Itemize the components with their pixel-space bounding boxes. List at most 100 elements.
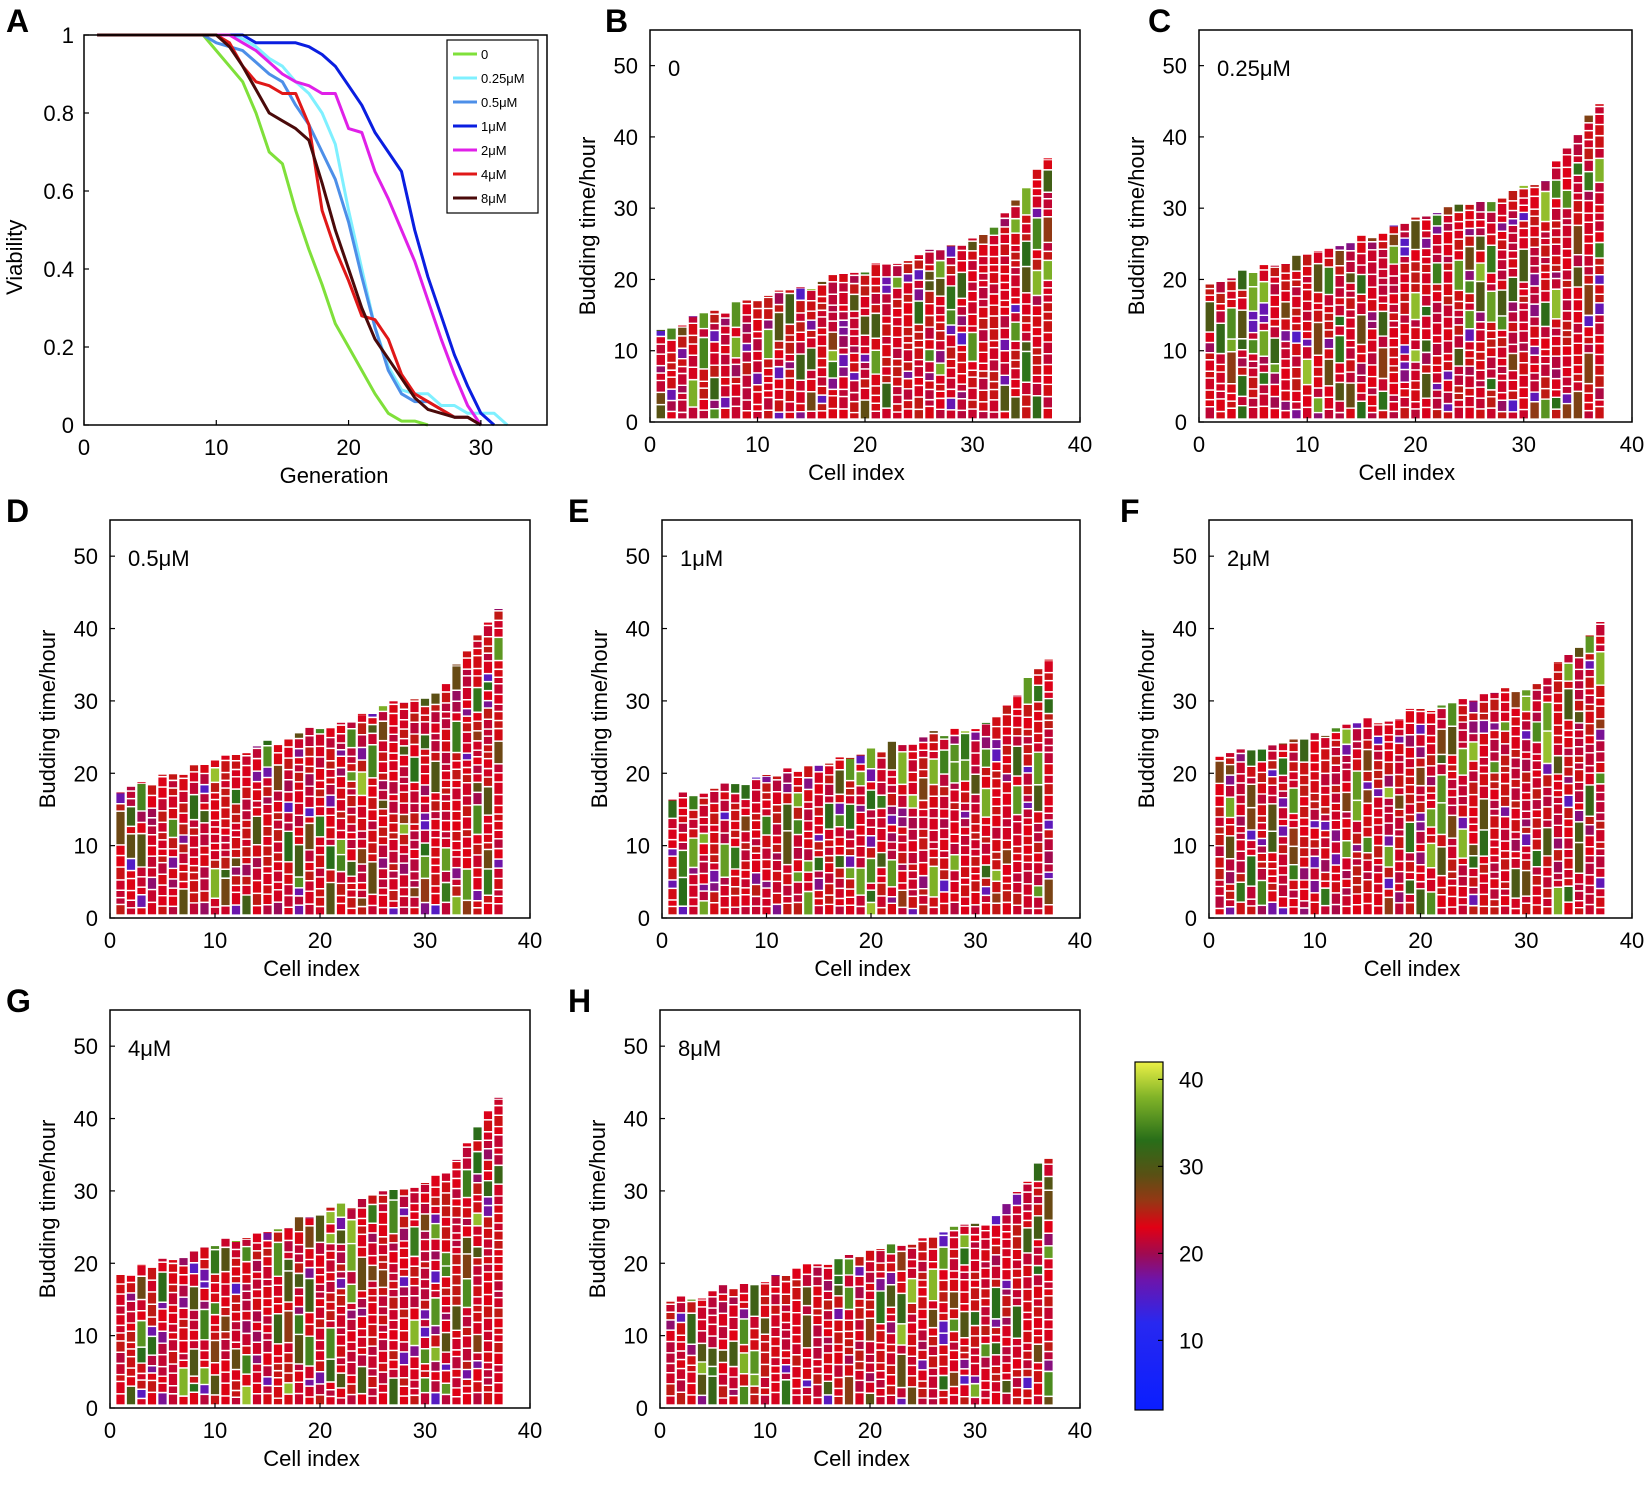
- heatmap-cell: [116, 1275, 125, 1284]
- x-tick-label: 0: [78, 435, 90, 460]
- y-axis-label: Budding time/hour: [575, 137, 600, 316]
- heatmap-cell: [1501, 871, 1510, 882]
- heatmap-cell: [1034, 752, 1043, 784]
- heatmap-cell: [1022, 267, 1031, 293]
- heatmap-cell: [1400, 302, 1409, 314]
- heatmap-cell: [1000, 376, 1009, 385]
- heatmap-cell: [1532, 851, 1541, 866]
- heatmap-cell: [420, 1393, 430, 1405]
- heatmap-cell: [1044, 1177, 1053, 1190]
- heatmap-cell: [1378, 379, 1388, 391]
- heatmap-cell: [189, 881, 199, 892]
- heatmap-cell: [1238, 350, 1247, 357]
- heatmap-cell: [221, 836, 230, 842]
- heatmap-cell: [946, 325, 956, 334]
- x-tick-label: 40: [1068, 928, 1092, 953]
- heatmap-cell: [1508, 259, 1518, 268]
- heatmap-cell: [452, 770, 461, 780]
- heatmap-cell: [846, 856, 855, 867]
- heatmap-cell: [336, 1315, 346, 1327]
- heatmap-cell: [721, 409, 730, 419]
- heatmap-cell: [1443, 341, 1453, 353]
- heatmap-cell: [399, 897, 409, 907]
- heatmap-cell: [865, 1250, 875, 1261]
- heatmap-cell: [1226, 900, 1235, 906]
- heatmap-cell: [273, 1297, 283, 1303]
- heatmap-cell: [1292, 316, 1301, 323]
- heatmap-cell: [189, 836, 199, 847]
- heatmap-cell: [1584, 244, 1593, 255]
- y-tick-label: 30: [614, 196, 638, 221]
- heatmap-cell: [992, 840, 1001, 852]
- heatmap-cell: [1552, 409, 1561, 419]
- heatmap-cell: [315, 1319, 325, 1328]
- heatmap-cell: [774, 367, 784, 379]
- heatmap-cell: [1596, 625, 1605, 636]
- heatmap-cell: [473, 878, 482, 890]
- heatmap-cell: [273, 1229, 283, 1232]
- heatmap-cell: [168, 774, 178, 780]
- heatmap-cell: [1552, 245, 1561, 255]
- heatmap-cell: [389, 701, 398, 704]
- heatmap-cell: [494, 684, 503, 694]
- heatmap-cell: [1427, 801, 1436, 808]
- heatmap-cell: [357, 819, 367, 831]
- heatmap-cell: [1395, 762, 1404, 774]
- heatmap-cell: [925, 304, 934, 315]
- heatmap-cell: [1454, 251, 1463, 260]
- heatmap-cell: [856, 772, 865, 786]
- heatmap-cell: [284, 1259, 293, 1271]
- heatmap-cell: [846, 840, 855, 848]
- heatmap-cell: [960, 1338, 969, 1345]
- heatmap-cell: [116, 1315, 125, 1325]
- heatmap-cell: [1497, 204, 1507, 215]
- heatmap-cell: [1562, 237, 1572, 248]
- heatmap-cell: [918, 1360, 927, 1370]
- heatmap-cell: [1595, 149, 1604, 158]
- heatmap-cell: [1227, 339, 1236, 351]
- heatmap-cell: [1573, 226, 1583, 254]
- heatmap-cell: [410, 1369, 419, 1380]
- heatmap-cell: [1310, 893, 1319, 902]
- heatmap-cell: [667, 377, 676, 389]
- heatmap-cell: [825, 829, 834, 839]
- heatmap-cell: [846, 868, 855, 878]
- heatmap-cell: [850, 402, 859, 412]
- heatmap-cell: [860, 369, 870, 378]
- heatmap-cell: [781, 1305, 791, 1312]
- heatmap-cell: [347, 1272, 356, 1284]
- heatmap-cell: [1303, 266, 1312, 276]
- heatmap-cell: [949, 1372, 959, 1386]
- heatmap-cell: [420, 821, 430, 830]
- heatmap-cell: [814, 842, 823, 850]
- heatmap-cell: [179, 1309, 188, 1319]
- heatmap-cell: [1310, 840, 1319, 848]
- heatmap-cell: [210, 1363, 220, 1375]
- heatmap-cell: [992, 779, 1001, 788]
- heatmap-cell: [731, 877, 740, 886]
- heatmap-cell: [1013, 906, 1022, 915]
- heatmap-cell: [1300, 826, 1309, 836]
- heatmap-cell: [1530, 274, 1539, 286]
- heatmap-cell: [210, 821, 220, 827]
- heatmap-cell: [483, 896, 493, 903]
- heatmap-cell: [928, 1269, 938, 1300]
- heatmap-cell: [420, 1252, 430, 1261]
- heatmap-cell: [273, 842, 283, 852]
- heatmap-cell: [710, 314, 719, 323]
- heatmap-cell: [989, 294, 999, 305]
- heatmap-cell: [876, 1380, 885, 1388]
- heatmap-cell: [1268, 770, 1277, 776]
- heatmap-cell: [971, 905, 980, 915]
- heatmap-cell: [1596, 741, 1605, 751]
- heatmap-cell: [452, 761, 461, 769]
- heatmap-cell: [1352, 759, 1362, 771]
- heatmap-cell: [179, 1275, 188, 1285]
- heatmap-cell: [1543, 820, 1552, 827]
- heatmap-cell: [378, 869, 388, 878]
- heatmap-cell: [989, 372, 999, 381]
- heatmap-cell: [940, 880, 949, 892]
- heatmap-cell: [200, 1269, 209, 1281]
